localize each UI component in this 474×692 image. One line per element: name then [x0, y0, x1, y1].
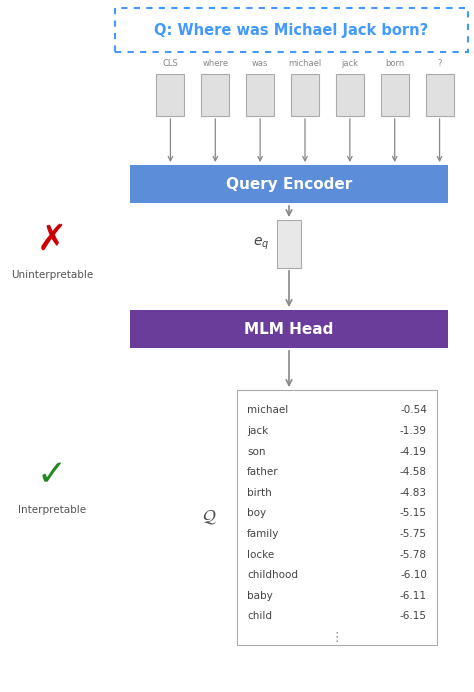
FancyBboxPatch shape [156, 74, 184, 116]
FancyBboxPatch shape [201, 74, 229, 116]
Text: child: child [247, 612, 272, 621]
Text: -5.75: -5.75 [400, 529, 427, 539]
FancyBboxPatch shape [426, 74, 454, 116]
Text: CLS: CLS [163, 60, 178, 69]
Text: -5.15: -5.15 [400, 509, 427, 518]
Text: -1.39: -1.39 [400, 426, 427, 436]
FancyBboxPatch shape [291, 74, 319, 116]
Text: childhood: childhood [247, 570, 298, 580]
Text: ?: ? [438, 60, 442, 69]
Text: jack: jack [341, 60, 358, 69]
Text: -4.58: -4.58 [400, 467, 427, 477]
Text: boy: boy [247, 509, 266, 518]
Text: ⋮: ⋮ [331, 632, 343, 644]
FancyBboxPatch shape [237, 390, 437, 645]
Text: jack: jack [247, 426, 268, 436]
Text: locke: locke [247, 549, 274, 560]
Text: -6.11: -6.11 [400, 591, 427, 601]
Text: Interpretable: Interpretable [18, 505, 86, 515]
FancyBboxPatch shape [130, 310, 448, 348]
FancyBboxPatch shape [381, 74, 409, 116]
Text: family: family [247, 529, 279, 539]
Text: son: son [247, 446, 265, 457]
Text: born: born [385, 60, 404, 69]
Text: -5.78: -5.78 [400, 549, 427, 560]
Text: ✗: ✗ [37, 223, 67, 257]
Text: michael: michael [247, 406, 288, 415]
FancyBboxPatch shape [336, 74, 364, 116]
FancyBboxPatch shape [277, 220, 301, 268]
FancyBboxPatch shape [115, 8, 468, 52]
Text: father: father [247, 467, 279, 477]
Text: -6.15: -6.15 [400, 612, 427, 621]
Text: -4.19: -4.19 [400, 446, 427, 457]
Text: ✓: ✓ [37, 458, 67, 492]
Text: where: where [202, 60, 228, 69]
Text: Query Encoder: Query Encoder [226, 176, 352, 192]
Text: was: was [252, 60, 268, 69]
FancyBboxPatch shape [246, 74, 274, 116]
Text: baby: baby [247, 591, 273, 601]
Text: $\mathcal{Q}$: $\mathcal{Q}$ [201, 509, 216, 527]
Text: birth: birth [247, 488, 272, 498]
Text: $e_q$: $e_q$ [253, 236, 269, 252]
Text: MLM Head: MLM Head [244, 322, 334, 336]
Text: -0.54: -0.54 [400, 406, 427, 415]
Text: Q: Where was Michael Jack born?: Q: Where was Michael Jack born? [155, 23, 428, 37]
Text: michael: michael [288, 60, 322, 69]
FancyBboxPatch shape [130, 165, 448, 203]
Text: -4.83: -4.83 [400, 488, 427, 498]
Text: Uninterpretable: Uninterpretable [11, 270, 93, 280]
Text: -6.10: -6.10 [400, 570, 427, 580]
